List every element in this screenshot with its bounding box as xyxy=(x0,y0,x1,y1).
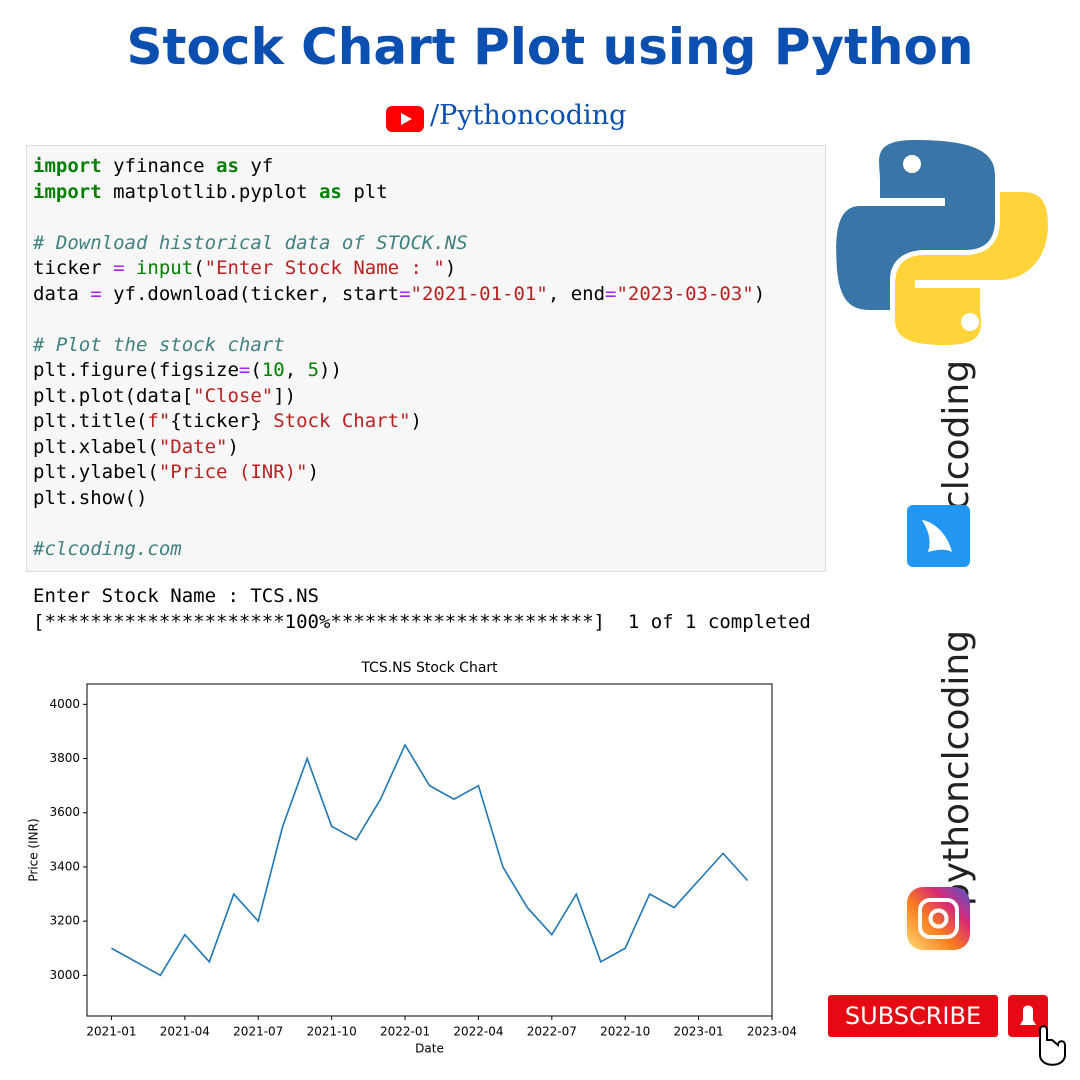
code-token: plt.ylabel( xyxy=(33,461,159,483)
code-token: = xyxy=(605,282,617,305)
y-tick-label: 3800 xyxy=(49,751,80,765)
code-token: ) xyxy=(227,435,239,458)
x-tick-label: 2023-04 xyxy=(747,1025,797,1039)
code-token: data xyxy=(33,282,91,305)
x-tick-label: 2022-10 xyxy=(600,1025,650,1039)
code-line: ticker = input("Enter Stock Name : ") xyxy=(33,256,819,282)
code-token: ) xyxy=(410,410,422,432)
code-token: yfinance xyxy=(101,155,217,177)
x-tick-label: 2021-10 xyxy=(307,1025,357,1039)
y-tick-label: 3600 xyxy=(49,805,80,819)
youtube-icon xyxy=(386,106,424,132)
code-line: import yfinance as yf xyxy=(33,154,819,180)
code-token: ) xyxy=(753,282,766,305)
handle-text: pythonclcoding xyxy=(936,630,977,906)
code-line: data = yf.download(ticker, start="2021-0… xyxy=(33,282,819,308)
y-tick-label: 3200 xyxy=(49,914,80,928)
code-token: {ticker} xyxy=(170,410,262,432)
x-tick-label: 2021-04 xyxy=(160,1025,210,1039)
output-line: Enter Stock Name : TCS.NS xyxy=(33,585,319,607)
cell-output: Enter Stock Name : TCS.NS [*************… xyxy=(33,583,811,635)
code-token: # Plot the stock chart xyxy=(33,333,285,356)
code-token: input xyxy=(135,257,194,279)
y-tick-label: 4000 xyxy=(49,697,80,711)
code-token: "2021-01-01" xyxy=(410,282,548,305)
x-tick-label: 2021-07 xyxy=(233,1025,283,1039)
code-token: matplotlib.pyplot xyxy=(101,180,319,203)
code-token: plt.plot(data[ xyxy=(33,384,194,407)
x-tick-label: 2022-07 xyxy=(527,1025,577,1039)
code-token: ( xyxy=(193,257,205,279)
code-token: "Price (INR)" xyxy=(158,461,308,483)
code-token: Stock Chart" xyxy=(261,410,411,432)
code-token: )) xyxy=(319,359,342,381)
code-cell: import yfinance as yf import matplotlib.p… xyxy=(26,145,826,572)
code-token: = xyxy=(399,282,411,305)
code-token: # Download historical data of STOCK.NS xyxy=(33,231,468,254)
code-token: as xyxy=(318,180,342,203)
channel-name[interactable]: /Pythoncoding xyxy=(430,100,627,131)
code-token: plt.show() xyxy=(33,486,148,509)
y-tick-label: 3400 xyxy=(49,859,80,873)
brand-text: clcoding xyxy=(936,360,977,510)
code-line: plt.xlabel("Date") xyxy=(33,435,819,461)
code-token: = xyxy=(90,282,102,305)
code-line: # Download historical data of STOCK.NS xyxy=(33,231,819,257)
code-line: plt.show() xyxy=(33,486,819,512)
code-line: plt.title(f"{ticker} Stock Chart") xyxy=(33,409,819,435)
code-token: import xyxy=(33,155,102,177)
output-line: [*********************100%**************… xyxy=(33,611,811,633)
code-token: , end xyxy=(547,282,606,305)
instagram-icon[interactable] xyxy=(907,887,970,950)
chart: TCS.NS Stock Chart 3000 3200 3400 3600 3800 40… xyxy=(27,660,798,1056)
x-tick-label: 2023-01 xyxy=(674,1025,724,1039)
y-axis-label: Price (INR) xyxy=(27,818,41,881)
code-token: "Enter Stock Name : " xyxy=(204,257,445,279)
code-token: plt.figure(figsize xyxy=(33,359,239,381)
code-token: plt.xlabel( xyxy=(33,435,159,458)
page-title: Stock Chart Plot using Python xyxy=(126,18,974,76)
code-line: plt.figure(figsize=(10, 5)) xyxy=(33,358,819,384)
code-token: = xyxy=(113,257,125,279)
code-token: ( xyxy=(250,359,262,381)
code-line: plt.ylabel("Price (INR)") xyxy=(33,460,819,486)
code-token: = xyxy=(238,359,251,381)
x-tick-label: 2022-01 xyxy=(380,1025,430,1039)
x-tick-label: 2021-01 xyxy=(86,1025,136,1039)
subscribe-label: SUBSCRIBE xyxy=(845,1002,981,1030)
code-token: import xyxy=(33,180,102,203)
code-token: yf.download(ticker, start xyxy=(101,282,400,305)
code-token: ) xyxy=(444,257,457,279)
code-line: import matplotlib.pyplot as plt xyxy=(33,180,819,206)
x-axis-label: Date xyxy=(415,1042,444,1056)
code-token: "Date" xyxy=(158,435,228,458)
code-line: #clcoding.com xyxy=(33,537,819,563)
line-series xyxy=(111,743,749,977)
y-tick-label: 3000 xyxy=(49,968,80,982)
code-token: plt xyxy=(341,180,388,203)
code-token: #clcoding.com xyxy=(33,537,182,560)
code-token: f" xyxy=(147,410,171,432)
code-token: "2023-03-03" xyxy=(616,282,754,305)
code-token: ]) xyxy=(273,384,297,407)
code-token: 5 xyxy=(307,359,320,381)
code-token: ) xyxy=(307,461,320,483)
chart-title: TCS.NS Stock Chart xyxy=(360,660,498,676)
code-token: as xyxy=(216,155,239,177)
plot-area xyxy=(86,683,773,1017)
code-token: yf xyxy=(238,155,274,177)
code-token: plt.title( xyxy=(33,410,148,432)
code-token: , xyxy=(284,359,308,381)
code-token: ticker xyxy=(33,257,114,279)
python-logo xyxy=(836,140,1048,345)
code-token: "Close" xyxy=(193,384,274,407)
subscribe-button[interactable] xyxy=(828,995,998,1037)
code-line: # Plot the stock chart xyxy=(33,333,819,359)
x-tick-label: 2022-04 xyxy=(453,1025,503,1039)
code-token: 10 xyxy=(261,359,285,381)
code-line: plt.plot(data["Close"]) xyxy=(33,384,819,410)
